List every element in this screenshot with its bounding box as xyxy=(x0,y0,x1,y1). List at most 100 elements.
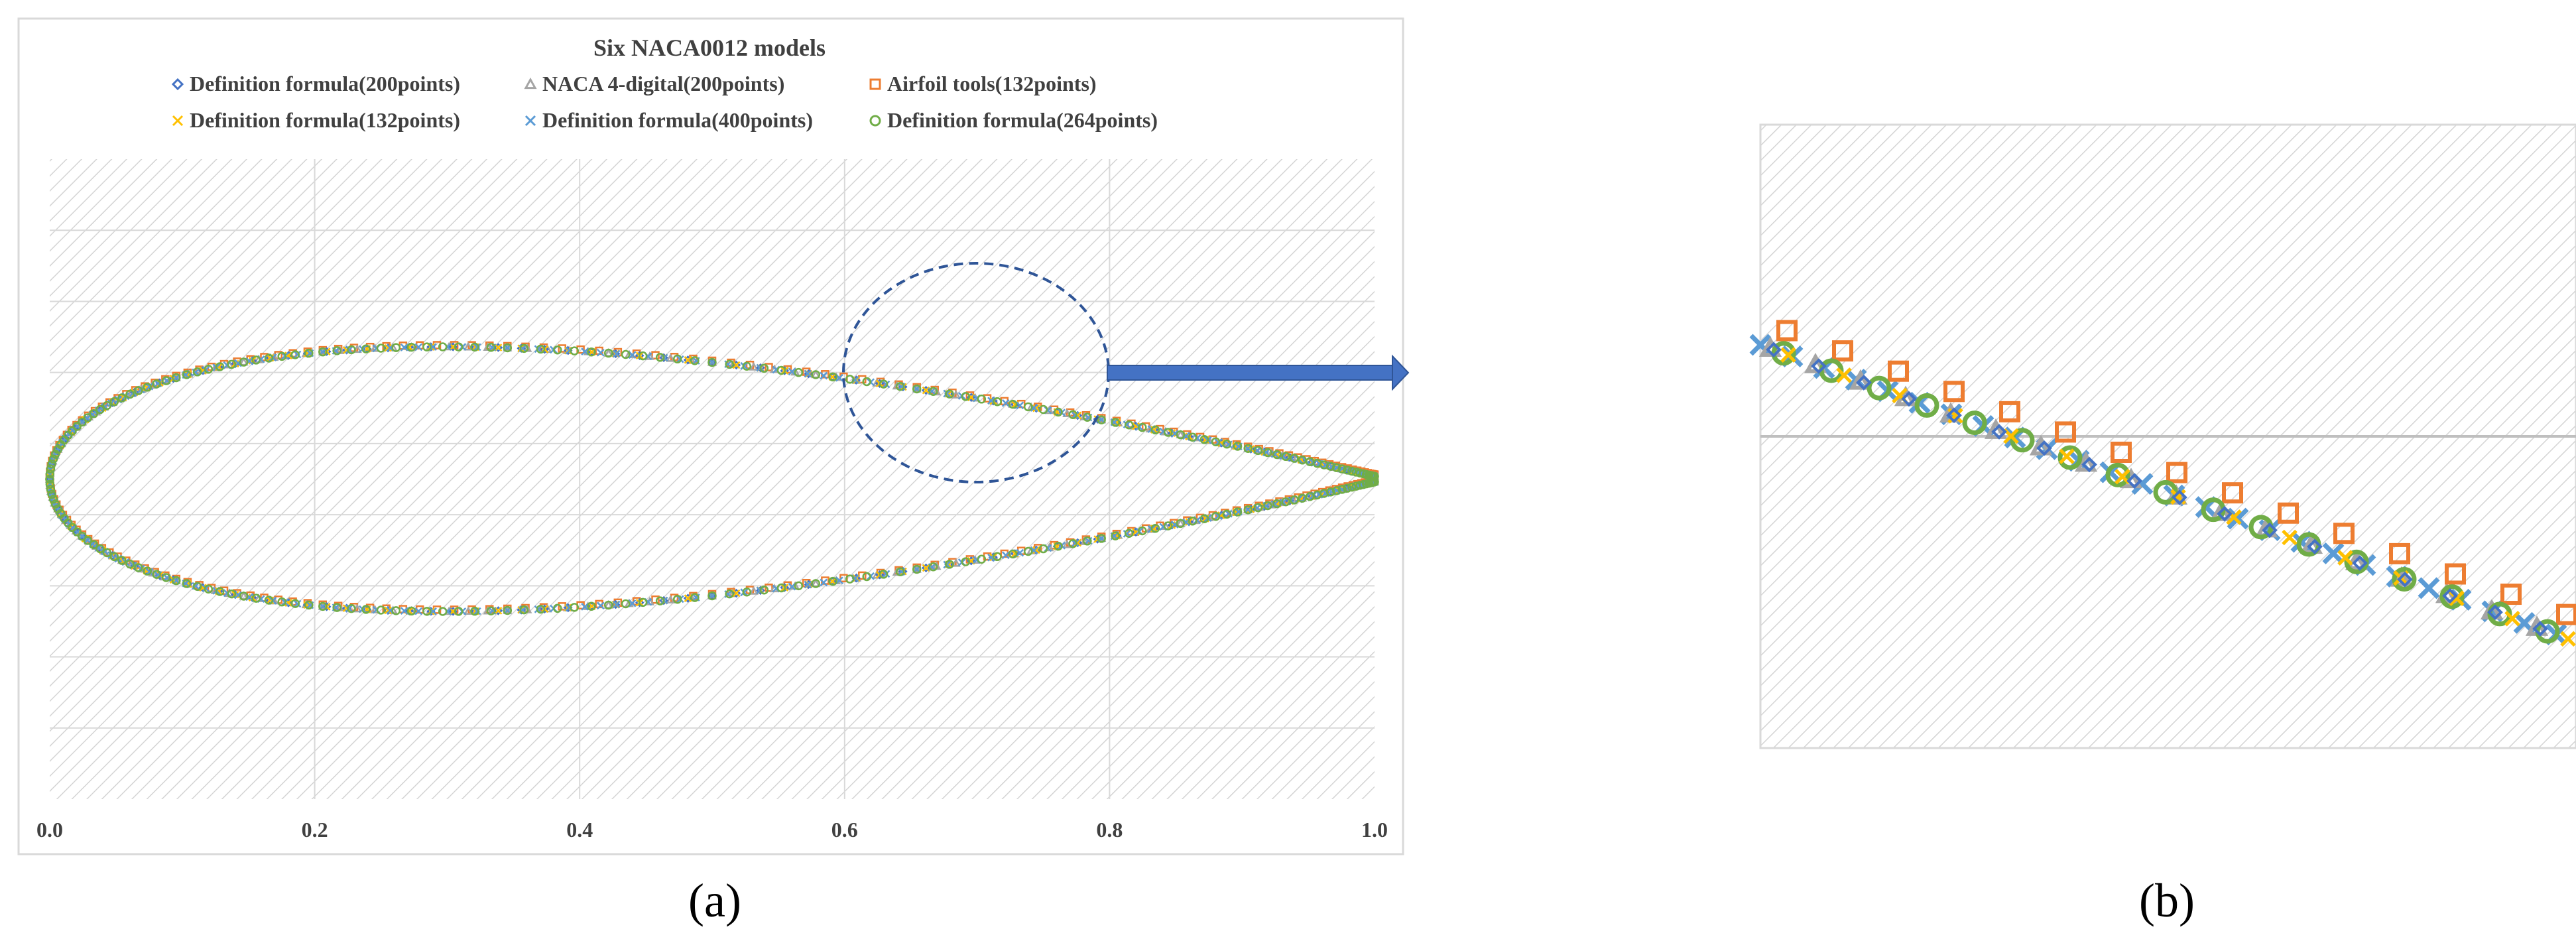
marker-circle xyxy=(83,413,93,422)
marker-circle xyxy=(655,596,665,605)
marker-diamond xyxy=(2217,505,2233,522)
marker-x xyxy=(1032,546,1040,554)
x-tick-label: 0.2 xyxy=(302,818,328,842)
legend-label: Definition formula(200points) xyxy=(190,72,460,95)
marker-diamond xyxy=(2352,555,2368,571)
zoom-series-points xyxy=(1776,320,2576,625)
marker-circle xyxy=(1370,472,1379,481)
marker-circle xyxy=(422,342,432,351)
marker-circle xyxy=(1083,412,1092,422)
marker-circle xyxy=(672,594,682,604)
zoom-series-points xyxy=(1766,342,2548,637)
marker-circle xyxy=(1199,514,1209,523)
marker-circle xyxy=(1083,536,1092,546)
marker-x xyxy=(922,386,930,395)
marker-triangle xyxy=(951,390,961,399)
marker-circle xyxy=(152,379,161,389)
marker-triangle xyxy=(2345,550,2368,570)
marker-circle xyxy=(1211,511,1221,521)
marker-triangle xyxy=(2390,566,2414,587)
marker-x xyxy=(517,344,526,353)
marker-x xyxy=(684,594,692,603)
marker-circle xyxy=(2392,566,2417,592)
marker-circle xyxy=(50,450,60,459)
marker-circle xyxy=(1243,444,1253,454)
marker-x xyxy=(2560,631,2576,647)
marker-circle xyxy=(83,536,93,545)
x-tick-label: 0.8 xyxy=(1096,818,1123,842)
marker-circle xyxy=(109,397,119,407)
marker-circle xyxy=(290,350,300,359)
marker-circle xyxy=(239,592,249,601)
marker-circle xyxy=(1222,439,1232,449)
marker-diamond xyxy=(2036,440,2052,456)
marker-circle xyxy=(1008,549,1018,559)
marker-x xyxy=(2059,448,2075,464)
legend-item: NACA 4-digital(200points) xyxy=(524,72,784,95)
marker-circle xyxy=(227,589,237,599)
marker-circle xyxy=(117,556,127,565)
legend-item: Definition formula(400points) xyxy=(524,108,813,132)
marker-x xyxy=(524,115,536,127)
marker-circle xyxy=(794,367,804,377)
marker-circle xyxy=(1124,420,1134,430)
marker-circle xyxy=(192,367,202,377)
marker-diamond xyxy=(2487,604,2503,621)
marker-x xyxy=(740,361,749,370)
marker-x xyxy=(2282,529,2298,546)
marker-x xyxy=(2504,611,2520,627)
marker-circle xyxy=(1199,435,1209,444)
marker-circle xyxy=(2439,584,2465,609)
marker-circle xyxy=(406,342,416,352)
marker-circle xyxy=(587,601,596,611)
marker-circle xyxy=(1263,501,1272,511)
marker-x xyxy=(922,564,930,572)
marker-circle xyxy=(78,531,87,541)
marker-circle xyxy=(376,605,386,615)
marker-triangle xyxy=(603,599,613,609)
marker-circle xyxy=(977,554,987,564)
marker-diamond xyxy=(2172,489,2187,505)
marker-circle xyxy=(536,604,546,614)
marker-square xyxy=(651,595,660,604)
marker-circle xyxy=(587,347,596,357)
marker-circle xyxy=(454,607,463,616)
marker-circle xyxy=(1038,544,1048,554)
marker-triangle xyxy=(2074,451,2098,472)
marker-circle xyxy=(725,589,734,599)
marker-circle xyxy=(47,459,56,469)
marker-diamond xyxy=(2262,522,2278,538)
marker-circle xyxy=(1331,486,1341,495)
marker-x xyxy=(676,595,684,603)
marker-circle xyxy=(1290,454,1299,463)
marker-circle xyxy=(1233,507,1243,517)
marker-circle xyxy=(68,523,77,533)
marker-circle xyxy=(1150,425,1160,435)
marker-circle xyxy=(1097,415,1106,424)
marker-circle xyxy=(47,489,56,499)
marker-circle xyxy=(1325,487,1335,497)
marker-triangle xyxy=(1984,418,2008,439)
marker-x xyxy=(835,373,843,382)
marker-square xyxy=(2222,482,2243,504)
marker-diamond xyxy=(171,78,184,91)
marker-diamond xyxy=(2307,538,2323,555)
marker-circle xyxy=(961,392,971,401)
marker-square xyxy=(2389,542,2410,564)
marker-circle xyxy=(655,353,665,362)
marker-circle xyxy=(570,603,580,612)
marker-triangle xyxy=(892,567,902,576)
marker-circle xyxy=(895,382,905,391)
marker-circle xyxy=(707,357,717,367)
marker-circle xyxy=(277,351,286,361)
marker-x xyxy=(1032,404,1040,412)
marker-circle xyxy=(1176,519,1186,529)
marker-circle xyxy=(1188,516,1197,526)
marker-circle xyxy=(89,409,99,418)
marker-circle xyxy=(182,579,192,588)
legend-item: Definition formula(132points) xyxy=(172,108,460,132)
marker-x xyxy=(596,348,605,357)
marker-circle xyxy=(1272,450,1282,460)
marker-triangle xyxy=(932,387,942,396)
marker-circle xyxy=(264,596,274,605)
